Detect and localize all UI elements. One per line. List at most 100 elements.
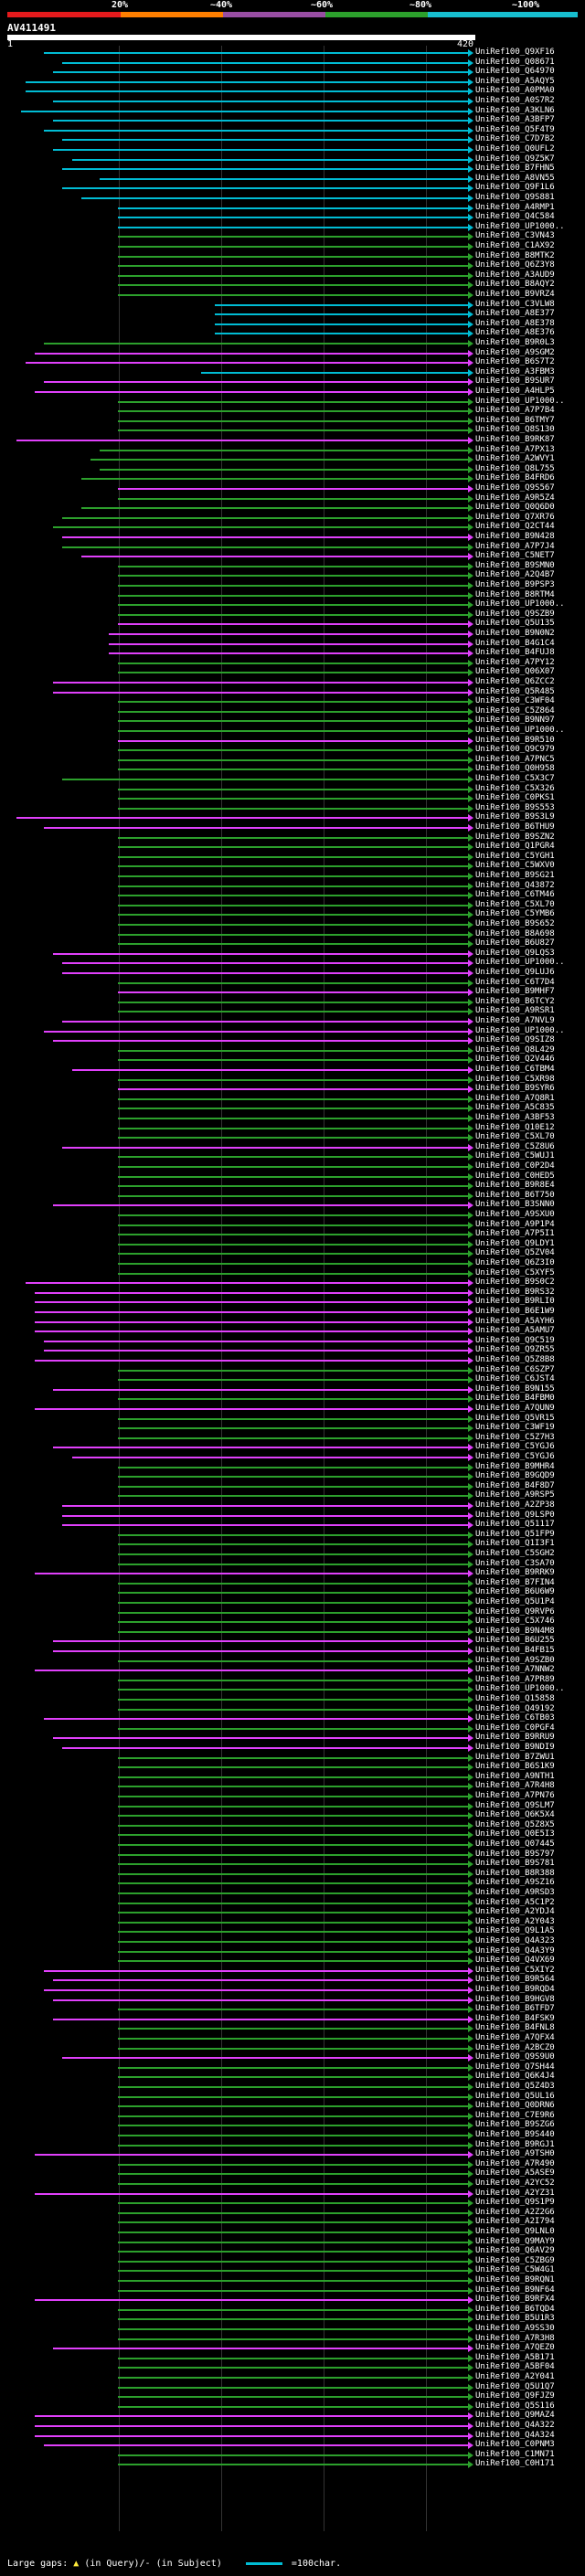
- hit-label[interactable]: UniRef100_A9SXU0: [475, 1210, 555, 1219]
- hit-label[interactable]: UniRef100_B9GQD9: [475, 1471, 555, 1481]
- hit-label[interactable]: UniRef100_Q9FJZ9: [475, 2391, 555, 2401]
- hit-label[interactable]: UniRef100_Q2V446: [475, 1055, 555, 1065]
- hit-label[interactable]: UniRef100_C5WXV0: [475, 861, 555, 871]
- hit-label[interactable]: UniRef100_C5YGJ6: [475, 1442, 555, 1452]
- hit-label[interactable]: UniRef100_A8VN55: [475, 173, 555, 183]
- hit-label[interactable]: UniRef100_A2BCZ0: [475, 2042, 555, 2052]
- hit-row[interactable]: UniRef100_C6TM46: [0, 890, 585, 900]
- hit-label[interactable]: UniRef100_Q4A322: [475, 2421, 555, 2430]
- hit-row[interactable]: UniRef100_C3SA70: [0, 1559, 585, 1569]
- hit-label[interactable]: UniRef100_B6THU9: [475, 822, 555, 832]
- hit-row[interactable]: UniRef100_C5WXV0: [0, 861, 585, 871]
- hit-row[interactable]: UniRef100_A9R5Z4: [0, 493, 585, 504]
- hit-row[interactable]: UniRef100_Q0DRN6: [0, 2101, 585, 2111]
- hit-row[interactable]: UniRef100_A9TSH0: [0, 2149, 585, 2159]
- hit-label[interactable]: UniRef100_B9SMN0: [475, 560, 555, 570]
- hit-label[interactable]: UniRef100_Q6K4J4: [475, 2072, 555, 2082]
- hit-row[interactable]: UniRef100_C6TBM4: [0, 1065, 585, 1075]
- hit-row[interactable]: UniRef100_Q9Z5K7: [0, 154, 585, 164]
- hit-row[interactable]: UniRef100_A5C1P2: [0, 1898, 585, 1908]
- hit-label[interactable]: UniRef100_A8E376: [475, 328, 555, 338]
- hit-label[interactable]: UniRef100_Q1I3F1: [475, 1539, 555, 1549]
- hit-row[interactable]: UniRef100_Q9S567: [0, 483, 585, 493]
- hit-label[interactable]: UniRef100_B9SYR6: [475, 1084, 555, 1094]
- hit-row[interactable]: UniRef100_B6TMY7: [0, 416, 585, 426]
- hit-row[interactable]: UniRef100_C5XYF5: [0, 1268, 585, 1278]
- hit-label[interactable]: UniRef100_A7PN76: [475, 1791, 555, 1800]
- hit-label[interactable]: UniRef100_B9RQN1: [475, 2275, 555, 2284]
- hit-row[interactable]: UniRef100_C5SGH2: [0, 1549, 585, 1559]
- hit-label[interactable]: UniRef100_Q6Z3Y8: [475, 260, 555, 270]
- hit-row[interactable]: UniRef100_B6TFD7: [0, 2004, 585, 2014]
- hit-label[interactable]: UniRef100_A9P1P4: [475, 1219, 555, 1229]
- hit-row[interactable]: UniRef100_B9N4M8: [0, 1627, 585, 1637]
- hit-label[interactable]: UniRef100_B6U255: [475, 1636, 555, 1646]
- hit-label[interactable]: UniRef100_A5ASE9: [475, 2168, 555, 2178]
- hit-label[interactable]: UniRef100_Q9SZB9: [475, 609, 555, 619]
- hit-row[interactable]: UniRef100_Q9LDY1: [0, 1239, 585, 1249]
- hit-row[interactable]: UniRef100_Q5U135: [0, 619, 585, 629]
- hit-label[interactable]: UniRef100_B4FRD6: [475, 473, 555, 483]
- hit-label[interactable]: UniRef100_A7QFX4: [475, 2033, 555, 2042]
- hit-label[interactable]: UniRef100_C5XL70: [475, 1132, 555, 1142]
- hit-label[interactable]: UniRef100_C6JST4: [475, 1374, 555, 1384]
- hit-row[interactable]: UniRef100_Q5S116: [0, 2401, 585, 2412]
- hit-label[interactable]: UniRef100_A9R5Z4: [475, 493, 555, 503]
- hit-row[interactable]: UniRef100_Q49192: [0, 1704, 585, 1714]
- hit-row[interactable]: UniRef100_B9SUR7: [0, 376, 585, 387]
- hit-label[interactable]: UniRef100_A2I794: [475, 2217, 555, 2227]
- hit-label[interactable]: UniRef100_C5XYF5: [475, 1267, 555, 1277]
- hit-label[interactable]: UniRef100_A9SZ16: [475, 1878, 555, 1888]
- hit-label[interactable]: UniRef100_A2Z2G6: [475, 2207, 555, 2217]
- hit-row[interactable]: UniRef100_C0HED5: [0, 1171, 585, 1182]
- hit-row[interactable]: UniRef100_B6E1W9: [0, 1307, 585, 1317]
- hit-label[interactable]: UniRef100_Q08671: [475, 57, 555, 67]
- hit-row[interactable]: UniRef100_B4G1C4: [0, 639, 585, 649]
- hit-label[interactable]: UniRef100_Q5R485: [475, 686, 555, 696]
- hit-label[interactable]: UniRef100_Q10E12: [475, 1122, 555, 1132]
- hit-row[interactable]: UniRef100_B9S553: [0, 803, 585, 813]
- hit-label[interactable]: UniRef100_B7FHN5: [475, 164, 555, 174]
- hit-label[interactable]: UniRef100_B4FBM0: [475, 1394, 555, 1404]
- hit-label[interactable]: UniRef100_Q9C519: [475, 1335, 555, 1345]
- hit-label[interactable]: UniRef100_Q9XF16: [475, 48, 555, 57]
- hit-label[interactable]: UniRef100_B6S7T2: [475, 357, 555, 367]
- hit-row[interactable]: UniRef100_C0P2D4: [0, 1161, 585, 1171]
- hit-label[interactable]: UniRef100_Q6ZCC2: [475, 677, 555, 686]
- hit-row[interactable]: UniRef100_A2Z2G6: [0, 2208, 585, 2218]
- hit-row[interactable]: UniRef100_C6SZP7: [0, 1365, 585, 1375]
- hit-row[interactable]: UniRef100_B9HGV8: [0, 1995, 585, 2005]
- hit-row[interactable]: UniRef100_B8R388: [0, 1869, 585, 1879]
- hit-row[interactable]: UniRef100_Q8L429: [0, 1045, 585, 1055]
- hit-row[interactable]: UniRef100_A7NNW2: [0, 1665, 585, 1675]
- hit-label[interactable]: UniRef100_A9RSP5: [475, 1490, 555, 1500]
- hit-row[interactable]: UniRef100_Q9S9U0: [0, 2052, 585, 2062]
- hit-row[interactable]: UniRef100_B9RRK9: [0, 1568, 585, 1578]
- hit-label[interactable]: UniRef100_A7R490: [475, 2158, 555, 2168]
- hit-row[interactable]: UniRef100_Q5U1Q7: [0, 2382, 585, 2392]
- hit-label[interactable]: UniRef100_B9R510: [475, 735, 555, 745]
- hit-row[interactable]: UniRef100_B7ZWU1: [0, 1753, 585, 1763]
- hit-row[interactable]: UniRef100_B4FRD6: [0, 473, 585, 483]
- hit-label[interactable]: UniRef100_C5X326: [475, 783, 555, 793]
- hit-row[interactable]: UniRef100_B9SMN0: [0, 561, 585, 571]
- hit-row[interactable]: UniRef100_A2Y041: [0, 2372, 585, 2382]
- hit-label[interactable]: UniRef100_A3KLN6: [475, 105, 555, 115]
- hit-row[interactable]: UniRef100_C6JST4: [0, 1374, 585, 1384]
- hit-label[interactable]: UniRef100_C5YGJ6: [475, 1452, 555, 1461]
- hit-label[interactable]: UniRef100_Q7XR76: [475, 512, 555, 522]
- hit-label[interactable]: UniRef100_Q0H958: [475, 764, 555, 774]
- hit-row[interactable]: UniRef100_Q15858: [0, 1694, 585, 1704]
- hit-row[interactable]: UniRef100_UP1000..: [0, 1026, 585, 1036]
- hit-label[interactable]: UniRef100_Q06X07: [475, 667, 555, 677]
- hit-label[interactable]: UniRef100_C6T7D4: [475, 977, 555, 987]
- hit-row[interactable]: UniRef100_Q4A323: [0, 1936, 585, 1946]
- hit-label[interactable]: UniRef100_UP1000..: [475, 726, 565, 735]
- hit-row[interactable]: UniRef100_A7QFX4: [0, 2033, 585, 2043]
- hit-label[interactable]: UniRef100_B9RGJ1: [475, 2139, 555, 2149]
- hit-row[interactable]: UniRef100_B9R8E4: [0, 1181, 585, 1191]
- hit-row[interactable]: UniRef100_B9SZG6: [0, 2120, 585, 2130]
- hit-row[interactable]: UniRef100_A5ASE9: [0, 2168, 585, 2178]
- hit-label[interactable]: UniRef100_C5X746: [475, 1617, 555, 1627]
- hit-row[interactable]: UniRef100_A2Q4B7: [0, 570, 585, 580]
